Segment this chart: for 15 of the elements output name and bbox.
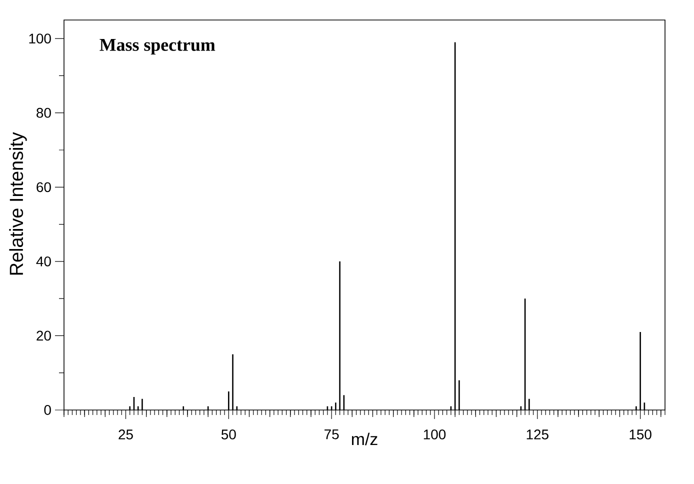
y-tick-label: 60 — [36, 182, 51, 192]
y-tick-label: 20 — [36, 330, 51, 341]
x-axis-title: m/z — [352, 432, 378, 446]
y-axis-title: Relative Intensity — [9, 132, 27, 275]
x-tick-label: 75 — [324, 430, 339, 440]
y-tick-label: 80 — [36, 108, 51, 118]
x-tick-label: 100 — [424, 430, 446, 440]
x-tick-label: 150 — [630, 430, 652, 440]
y-tick-label: 0 — [44, 405, 51, 415]
text: Mass spectrum — [100, 38, 216, 55]
y-tick-label: 40 — [36, 256, 51, 266]
x-tick-label: 50 — [221, 430, 236, 440]
x-tick-label: 125 — [526, 430, 548, 440]
x-tick-label: 25 — [118, 430, 133, 440]
y-tick-label: 100 — [29, 34, 51, 44]
